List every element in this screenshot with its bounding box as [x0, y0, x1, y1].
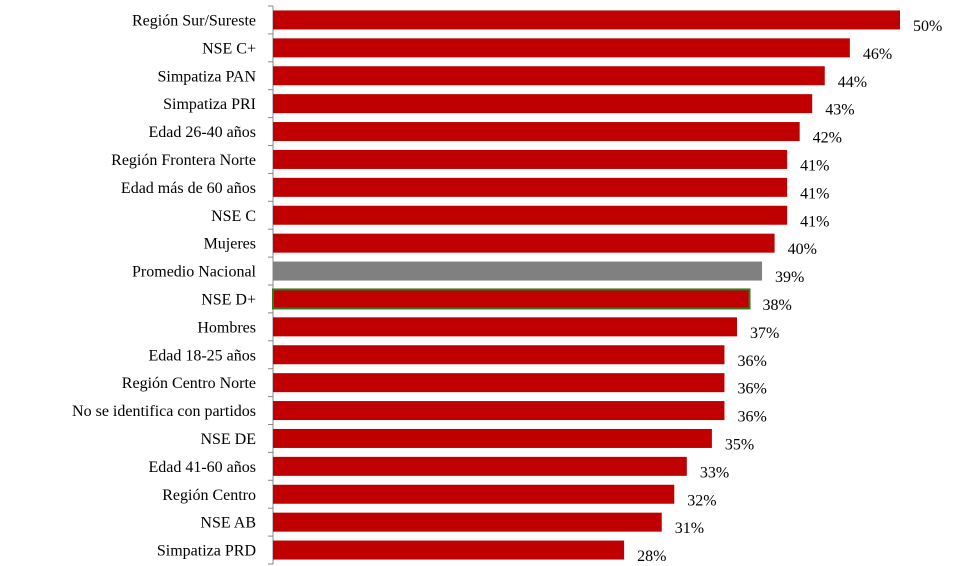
- value-label-nse-de: 35%: [725, 436, 754, 453]
- bar-edad-mas-de-60-anos: [273, 177, 788, 197]
- category-label-promedio-nacional: Promedio Nacional: [132, 264, 257, 281]
- value-label-simpatiza-pan: 44%: [838, 74, 867, 91]
- value-label-edad-18-25-anos: 36%: [737, 353, 766, 370]
- category-label-nse-d: NSE D+: [201, 291, 256, 308]
- bar-simpatiza-pan: [273, 66, 825, 86]
- category-label-simpatiza-prd: Simpatiza PRD: [157, 543, 256, 560]
- category-label-simpatiza-pri: Simpatiza PRI: [163, 96, 256, 113]
- bar-nse-ab: [273, 512, 662, 532]
- bar-simpatiza-prd: [273, 540, 625, 560]
- value-label-region-frontera-norte: 41%: [800, 157, 829, 174]
- category-label-nse-de: NSE DE: [200, 431, 256, 448]
- value-label-edad-mas-de-60-anos: 41%: [800, 185, 829, 202]
- bar-hombres: [273, 317, 737, 337]
- bar-region-frontera-norte: [273, 149, 788, 169]
- value-label-nse-ab: 31%: [675, 520, 704, 537]
- bar-region-sur-sureste: [273, 10, 900, 30]
- bar-edad-26-40-anos: [273, 122, 800, 142]
- bar-no-se-identifica-con-partidos: [273, 401, 725, 421]
- value-label-nse-d: 38%: [763, 297, 792, 314]
- value-label-nse-c: 41%: [800, 213, 829, 230]
- value-label-simpatiza-pri: 43%: [825, 102, 854, 119]
- bar-edad-18-25-anos: [273, 345, 725, 365]
- value-label-promedio-nacional: 39%: [775, 269, 804, 286]
- category-label-nse-c: NSE C: [211, 208, 256, 225]
- category-label-nse-ab: NSE AB: [200, 515, 256, 532]
- bar-nse-c: [273, 38, 850, 58]
- category-label-region-centro: Región Centro: [162, 487, 256, 504]
- value-label-nse-c: 46%: [863, 46, 892, 63]
- category-label-edad-41-60-anos: Edad 41-60 años: [148, 459, 256, 476]
- value-label-region-centro: 32%: [687, 492, 716, 509]
- bar-edad-41-60-anos: [273, 456, 687, 476]
- bar-nse-c: [273, 205, 788, 225]
- value-label-edad-41-60-anos: 33%: [700, 464, 729, 481]
- bar-region-centro-norte: [273, 373, 725, 393]
- category-label-simpatiza-pan: Simpatiza PAN: [157, 68, 256, 85]
- category-label-no-se-identifica-con-partidos: No se identifica con partidos: [72, 403, 256, 420]
- value-labels-layer: 50% 46% 44% 43% 42% 41% 41% 41% 40% 39% 38% 37% 36% 3…: [637, 18, 942, 565]
- bar-simpatiza-pri: [273, 94, 813, 114]
- bar-promedio-nacional: [273, 261, 763, 281]
- value-label-region-centro-norte: 36%: [737, 381, 766, 398]
- bar-nse-de: [273, 428, 712, 448]
- category-label-region-frontera-norte: Región Frontera Norte: [111, 152, 256, 169]
- bar-nse-d: [272, 288, 751, 310]
- value-label-simpatiza-prd: 28%: [637, 548, 666, 565]
- category-label-region-sur-sureste: Región Sur/Sureste: [132, 12, 256, 29]
- bar-region-centro: [273, 484, 675, 504]
- value-label-hombres: 37%: [750, 325, 779, 342]
- category-label-edad-mas-de-60-anos: Edad más de 60 años: [121, 180, 256, 197]
- bars-layer: [272, 10, 900, 560]
- category-label-region-centro-norte: Región Centro Norte: [122, 375, 256, 392]
- value-label-mujeres: 40%: [788, 241, 817, 258]
- category-label-hombres: Hombres: [197, 319, 256, 336]
- category-label-edad-18-25-anos: Edad 18-25 años: [148, 347, 256, 364]
- category-label-nse-c: NSE C+: [202, 40, 256, 57]
- axis-layer: [268, 5, 274, 565]
- bar-mujeres: [273, 233, 775, 253]
- value-label-edad-26-40-anos: 42%: [813, 130, 842, 147]
- category-label-edad-26-40-anos: Edad 26-40 años: [148, 124, 256, 141]
- value-label-no-se-identifica-con-partidos: 36%: [737, 409, 766, 426]
- category-labels-layer: Región Sur/Sureste NSE C+ Simpatiza PAN Sim…: [72, 12, 257, 559]
- value-label-region-sur-sureste: 50%: [913, 18, 942, 35]
- category-label-mujeres: Mujeres: [204, 236, 256, 253]
